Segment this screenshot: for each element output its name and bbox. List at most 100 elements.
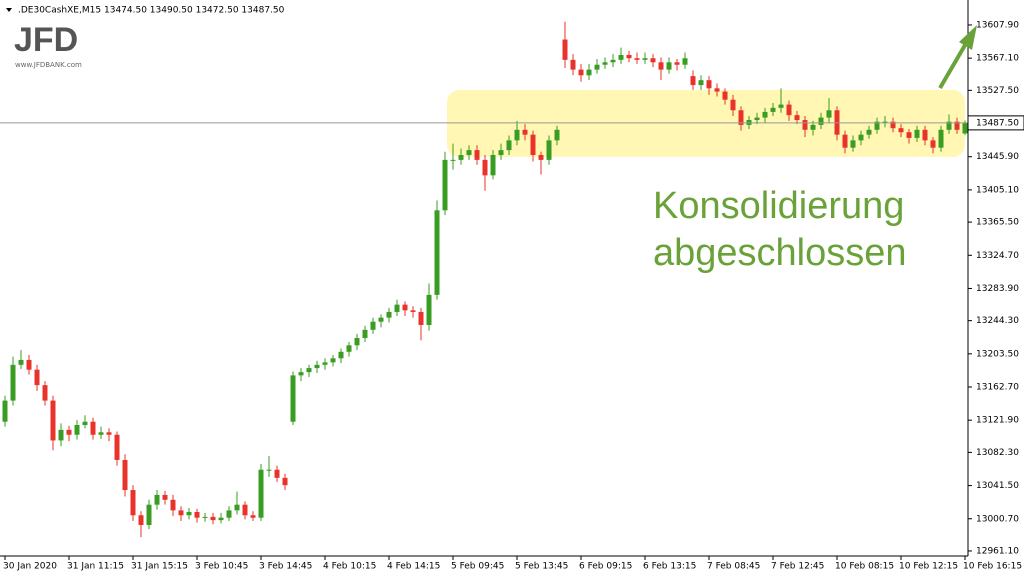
body (90, 421, 96, 435)
y-tick-label: 13445.90 (976, 152, 1019, 162)
candle (946, 114, 952, 134)
candle (202, 512, 208, 522)
candle (938, 125, 944, 152)
candle (226, 506, 232, 521)
body (234, 504, 240, 511)
body (402, 304, 408, 311)
y-tick-label: 12961.10 (976, 546, 1019, 556)
candle (762, 107, 768, 123)
body (370, 321, 376, 330)
body (458, 155, 464, 160)
body (946, 121, 952, 130)
y-tick-label: 13203.50 (976, 349, 1019, 359)
body (338, 351, 344, 359)
candle (866, 125, 872, 139)
body (762, 111, 768, 118)
ohlc-text: 13474.50 13490.50 13472.50 13487.50 (104, 6, 285, 16)
menu-arrow[interactable] (6, 8, 12, 12)
body (274, 469, 280, 478)
candle (354, 333, 360, 351)
body (506, 140, 512, 151)
candle (858, 130, 864, 146)
body (810, 124, 816, 130)
candle (618, 47, 624, 64)
candle (530, 130, 536, 162)
body (858, 134, 864, 141)
x-tick-label: 6 Feb 13:15 (643, 562, 696, 572)
candle (610, 54, 616, 68)
body (890, 121, 896, 129)
body (170, 499, 176, 511)
candle (322, 358, 328, 370)
body (354, 337, 360, 346)
arrow (938, 25, 977, 90)
body (322, 362, 328, 365)
body (658, 62, 664, 70)
candle (466, 145, 472, 160)
candle (122, 454, 128, 497)
body (626, 54, 632, 59)
y-tick-label: 13162.70 (976, 383, 1019, 393)
body (530, 134, 536, 156)
candle (274, 465, 280, 482)
symbol: .DE30CashXE,M15 (18, 6, 101, 16)
body (586, 69, 592, 76)
body (146, 504, 152, 526)
candle (586, 63, 592, 81)
candle (778, 88, 784, 113)
candle (234, 491, 240, 515)
body (362, 329, 368, 338)
body (202, 516, 208, 518)
body (514, 129, 520, 141)
candle (106, 428, 112, 442)
body (570, 59, 576, 70)
body (226, 510, 232, 518)
body (426, 294, 432, 325)
x-tick-label: 30 Jan 2020 (3, 562, 57, 572)
body (594, 64, 600, 70)
body (306, 368, 312, 373)
body (730, 99, 736, 111)
body (578, 69, 584, 76)
body (122, 459, 128, 491)
body (130, 490, 136, 516)
candle (882, 115, 888, 128)
body (826, 110, 832, 118)
candle (826, 98, 832, 123)
y-tick-label: 13283.90 (976, 284, 1019, 294)
candle (82, 415, 88, 429)
body (282, 477, 288, 486)
candle (66, 425, 72, 442)
candle (498, 143, 504, 160)
candle (690, 70, 696, 90)
body (162, 494, 168, 500)
candle (18, 350, 24, 369)
body (962, 122, 968, 134)
body (450, 159, 456, 161)
candle (538, 151, 544, 175)
candle (386, 307, 392, 323)
body (250, 515, 256, 518)
body (554, 129, 560, 141)
candle (186, 507, 192, 520)
y-tick-label: 13324.70 (976, 251, 1019, 261)
candle (658, 57, 664, 81)
x-tick-label: 31 Jan 11:15 (67, 562, 124, 572)
body (842, 134, 848, 148)
candle (98, 426, 104, 439)
body (66, 429, 72, 435)
body (722, 91, 728, 100)
candle (794, 111, 800, 125)
candle (490, 150, 496, 180)
body (690, 76, 696, 86)
body (674, 62, 680, 65)
body (522, 129, 528, 135)
y-tick-label: 13244.30 (976, 316, 1019, 326)
body (786, 104, 792, 116)
candle (290, 371, 296, 425)
candle (258, 464, 264, 521)
body (882, 121, 888, 123)
candle (474, 145, 480, 165)
candle (178, 506, 184, 521)
candle (434, 200, 440, 300)
